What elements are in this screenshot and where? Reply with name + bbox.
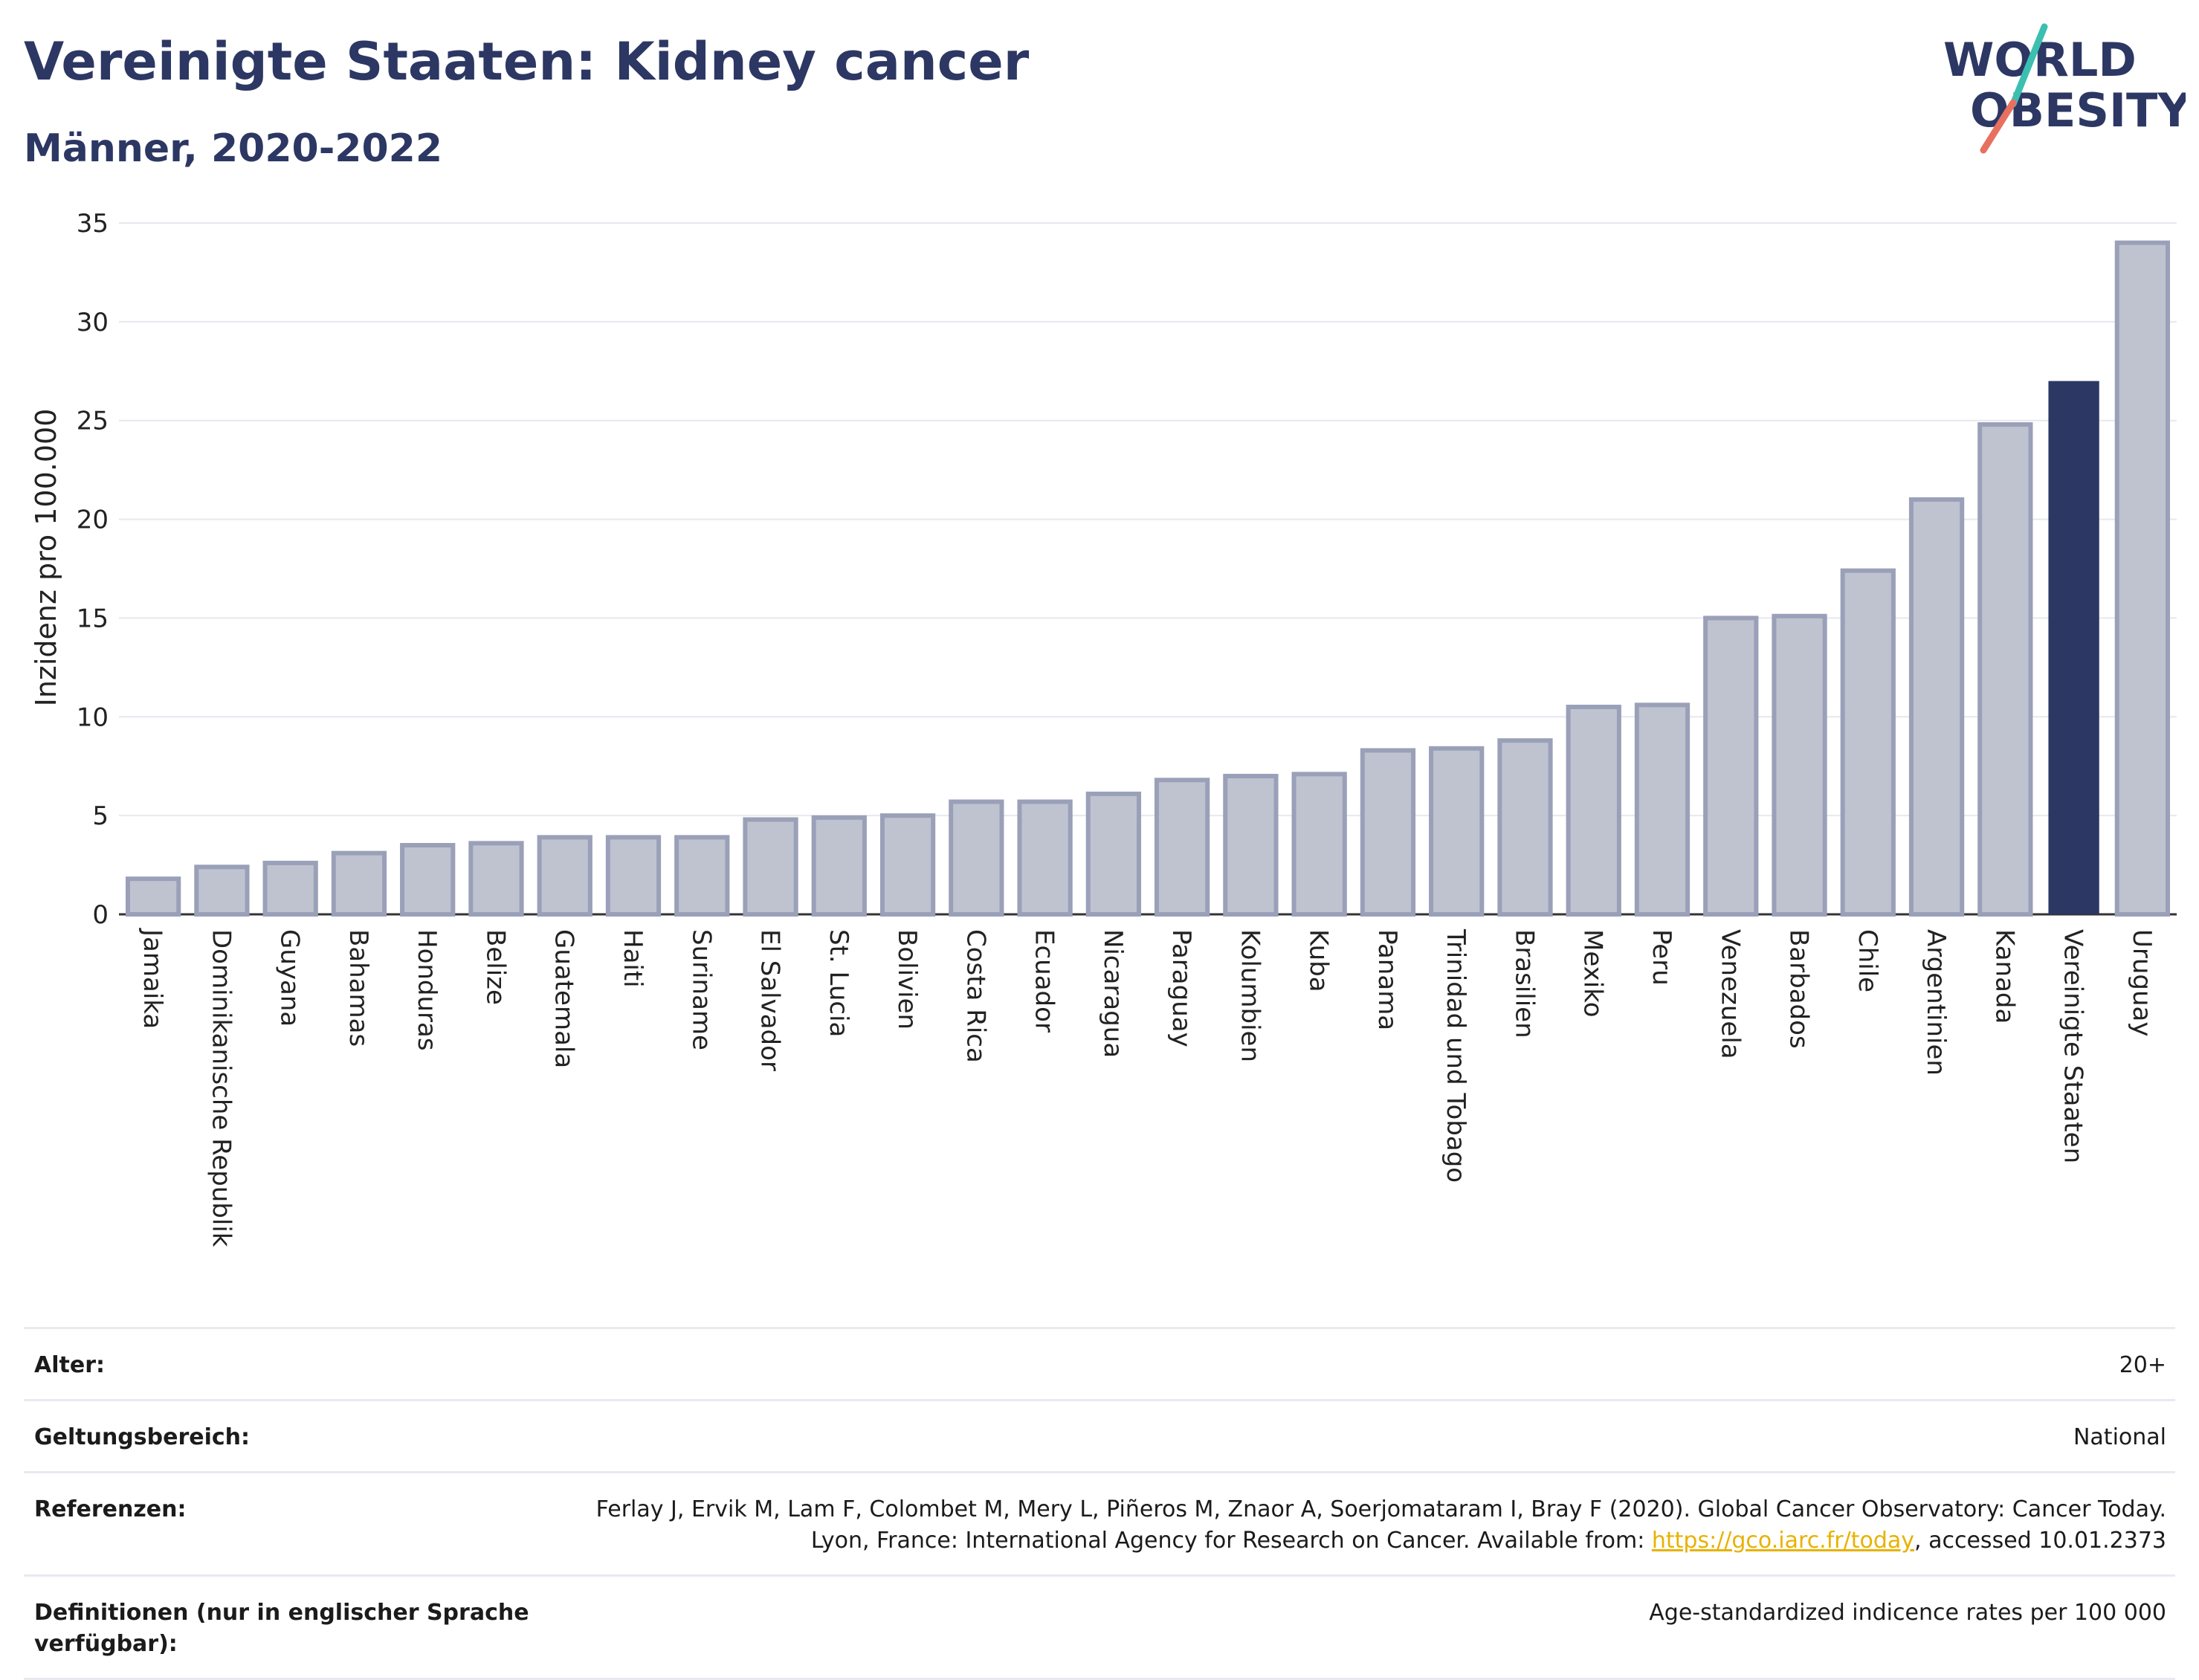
bar-kolumbien — [1223, 774, 1279, 917]
y-tick-label: 10 — [77, 702, 109, 732]
world-obesity-logo: WORLD OBESITY — [1943, 23, 2186, 154]
meta-key-age: Alter: — [34, 1352, 105, 1378]
bar-mexiko — [1566, 705, 1621, 917]
bar-barbados — [1772, 613, 1827, 917]
x-tick-label: St. Lucia — [824, 929, 853, 1037]
bar-costa-rica — [949, 799, 1004, 917]
reference-accessed: , accessed 10.01.2373 — [1914, 1528, 2166, 1554]
bar-kuba — [1291, 772, 1347, 917]
x-tick-label: Suriname — [686, 929, 716, 1050]
bar-haiti — [605, 835, 662, 917]
x-tick-label: Panama — [1372, 929, 1402, 1030]
logo-slash-red — [1980, 99, 2017, 154]
grid-lines — [119, 222, 2177, 916]
bar-uruguay — [2114, 240, 2171, 917]
x-tick-label: Peru — [1647, 929, 1676, 986]
chart-subtitle: Männer, 2020-2022 — [24, 126, 443, 171]
bars — [125, 240, 2171, 917]
bar-venezuela — [1703, 616, 1759, 917]
x-tick-labels: Jamaika Dominikanische Republik Guyana Baha… — [138, 928, 2157, 1247]
bar-suriname — [674, 835, 730, 917]
x-tick-label: Haiti — [618, 929, 648, 988]
meta-row-age: Alter: 20+ — [24, 1327, 2175, 1399]
meta-table: Alter: 20+ Geltungsbereich: National Ref… — [24, 1327, 2175, 1680]
x-tick-label: Argentinien — [1921, 929, 1951, 1076]
bar-el-salvador — [743, 817, 798, 917]
y-axis-label: Inzidenz pro 100.000 — [30, 409, 62, 707]
bar-bolivien — [879, 813, 936, 917]
bar-belize — [468, 841, 524, 917]
x-tick-label: Dominikanische Republik — [206, 929, 236, 1247]
bar-guyana — [262, 860, 318, 917]
bar-guatemala — [537, 835, 592, 917]
y-tick-labels: 0 5 10 15 20 25 30 35 — [77, 209, 109, 930]
y-tick-label: 5 — [92, 801, 109, 831]
x-tick-label: Paraguay — [1166, 929, 1196, 1047]
meta-value-definitions: Age-standardized indicence rates per 100… — [1649, 1600, 2166, 1626]
bar-peru — [1634, 702, 1691, 917]
y-tick-label: 25 — [77, 407, 109, 436]
bar-vereinigte-staaten — [2048, 381, 2099, 914]
meta-key-scope: Geltungsbereich: — [34, 1424, 251, 1450]
reference-link[interactable]: https://gco.iarc.fr/today — [1651, 1528, 1915, 1554]
logo-text-obesity: OBESITY — [1970, 83, 2186, 138]
x-tick-label: Ecuador — [1030, 929, 1059, 1033]
x-tick-label: Chile — [1853, 929, 1882, 992]
meta-row-scope: Geltungsbereich: National — [24, 1399, 2175, 1471]
meta-row-definitions: Definitionen (nur in englischer Sprache … — [24, 1574, 2175, 1680]
bar-chile — [1840, 568, 1896, 917]
bar-bahamas — [331, 850, 387, 917]
x-tick-label: Guyana — [275, 929, 305, 1027]
bar-paraguay — [1154, 778, 1210, 917]
x-tick-label: Venezuela — [1715, 929, 1745, 1059]
x-tick-label: Kanada — [1989, 929, 2019, 1024]
x-tick-label: Trinidad und Tobago — [1441, 928, 1470, 1183]
x-tick-label: El Salvador — [755, 929, 785, 1071]
bar-brasilien — [1497, 738, 1553, 917]
x-tick-label: Belize — [480, 929, 510, 1005]
x-tick-label: Mexiko — [1578, 929, 1608, 1018]
y-tick-label: 30 — [77, 308, 109, 337]
bar-panama — [1360, 748, 1416, 917]
x-tick-label: Bahamas — [343, 929, 373, 1047]
bar-honduras — [400, 843, 456, 917]
meta-value-scope: National — [2073, 1424, 2166, 1450]
x-tick-label: Barbados — [1784, 929, 1814, 1049]
x-tick-label: Kuba — [1304, 929, 1334, 992]
y-tick-label: 20 — [77, 505, 109, 535]
x-tick-label: Uruguay — [2127, 929, 2157, 1037]
bar-argentinien — [1908, 497, 1965, 917]
bar-nicaragua — [1085, 791, 1142, 917]
x-tick-label: Jamaika — [138, 928, 167, 1029]
x-tick-label: Bolivien — [892, 929, 922, 1030]
x-tick-label: Nicaragua — [1098, 929, 1128, 1058]
bar-dominikanische-republik — [194, 865, 250, 917]
y-tick-label: 35 — [77, 209, 109, 239]
y-tick-label: 0 — [92, 900, 109, 930]
bar-jamaika — [125, 876, 181, 917]
bar-kanada — [1977, 422, 2033, 917]
meta-row-references: Referenzen: Ferlay J, Ervik M, Lam F, Co… — [24, 1471, 2175, 1574]
bar-trinidad-und-tobago — [1429, 746, 1485, 917]
meta-value-references: Ferlay J, Ervik M, Lam F, Colombet M, Me… — [568, 1494, 2166, 1557]
x-tick-label: Kolumbien — [1235, 929, 1265, 1062]
meta-key-definitions: Definitionen (nur in englischer Sprache … — [34, 1600, 529, 1657]
meta-value-age: 20+ — [2119, 1352, 2166, 1378]
x-tick-label: Vereinigte Staaten — [2058, 929, 2088, 1163]
meta-key-references: Referenzen: — [34, 1496, 187, 1522]
bar-ecuador — [1017, 799, 1073, 917]
bar-chart: 0 5 10 15 20 25 30 35 Jamaika Dominikanische Rep… — [30, 209, 2177, 1247]
logo-slash-teal — [2009, 23, 2048, 108]
y-tick-label: 15 — [77, 604, 109, 633]
x-tick-label: Guatemala — [549, 929, 579, 1068]
bar-st-lucia — [811, 815, 867, 917]
chart-title: Vereinigte Staaten: Kidney cancer — [24, 31, 1030, 92]
x-tick-label: Honduras — [412, 929, 442, 1051]
reference-text: Ferlay J, Ervik M, Lam F, Colombet M, Me… — [595, 1496, 2166, 1554]
x-tick-label: Costa Rica — [960, 929, 990, 1063]
x-tick-label: Brasilien — [1509, 929, 1539, 1038]
